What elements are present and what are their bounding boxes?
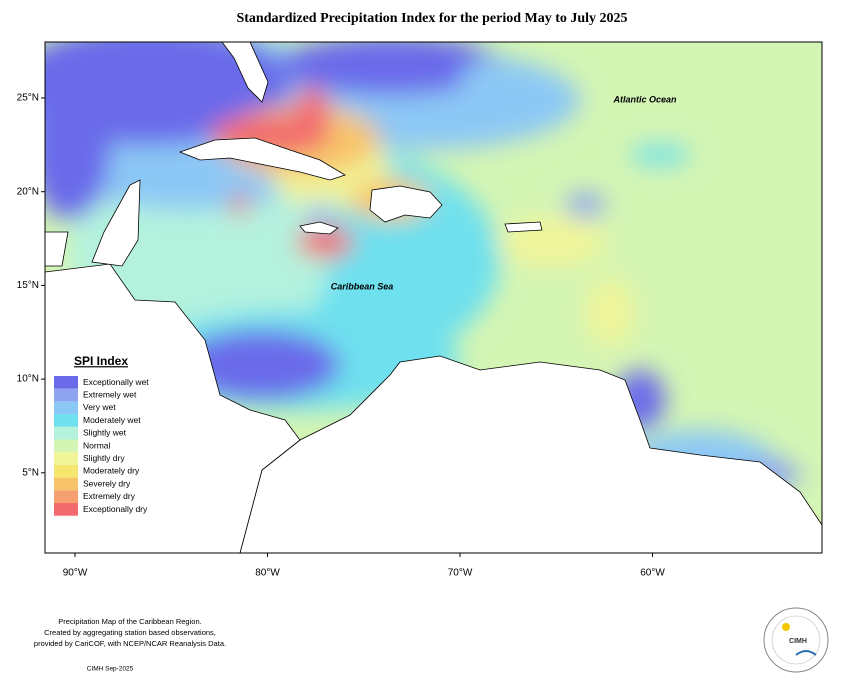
spi-region — [565, 193, 605, 217]
legend-swatch — [54, 388, 78, 402]
logo-text: CIMH — [789, 638, 807, 645]
spi-region — [294, 87, 330, 137]
legend-label: Extremely dry — [83, 491, 136, 501]
logo-ring — [763, 607, 829, 673]
legend-swatch — [54, 490, 78, 503]
spi-region — [460, 60, 520, 100]
lat-label: 20°N — [17, 186, 39, 197]
footnote: Created by aggregating station based obs… — [44, 628, 216, 637]
legend-label: Moderately dry — [83, 466, 140, 476]
spi-region — [630, 145, 690, 165]
logo: CIMH — [763, 607, 829, 673]
logo-sun — [782, 623, 790, 631]
legend-label: Exceptionally wet — [83, 377, 149, 387]
legend-swatch — [54, 376, 78, 389]
south-america — [239, 355, 822, 553]
central-america — [45, 263, 301, 553]
legend-label: Extremely wet — [83, 389, 137, 399]
legend-label: Moderately wet — [83, 415, 141, 425]
cuba — [178, 137, 346, 181]
jamaica — [299, 221, 339, 235]
credit: CIMH Sep-2025 — [87, 666, 134, 673]
legend-swatch — [54, 439, 78, 453]
mexico — [45, 231, 69, 267]
legend-label: Severely dry — [83, 478, 131, 488]
yucatan — [91, 179, 141, 267]
spi-region — [45, 80, 110, 220]
lat-label: 25°N — [17, 93, 39, 104]
legend-swatch — [54, 464, 78, 478]
lon-label: 90°W — [63, 568, 88, 579]
lon-label: 80°W — [255, 568, 280, 579]
land — [45, 42, 822, 553]
lat-label: 15°N — [17, 280, 39, 291]
map-frame — [44, 41, 823, 554]
legend-swatch — [54, 452, 78, 465]
spi-region — [230, 195, 250, 215]
legend-swatch — [54, 426, 78, 440]
logo-wave — [795, 650, 817, 656]
legend-swatch — [54, 414, 78, 427]
lat-label: 10°N — [17, 374, 39, 385]
footnote: Precipitation Map of the Caribbean Regio… — [58, 617, 201, 626]
axes: 25°N 20°N 15°N 10°N 5°N 90°W 80°W 70°W 60°W — [17, 93, 666, 579]
legend-label: Very wet — [83, 402, 116, 412]
logo-inner — [771, 615, 821, 665]
hispaniola — [369, 185, 443, 223]
ocean-label: Caribbean Sea — [331, 281, 394, 291]
spi-region — [180, 330, 340, 400]
legend-swatch — [54, 401, 78, 415]
legend-swatch — [54, 477, 78, 491]
legend-label: Slightly wet — [83, 428, 127, 438]
florida — [221, 42, 269, 103]
legend-label: Slightly dry — [83, 453, 125, 463]
lon-label: 60°W — [640, 568, 665, 579]
map: Atlantic Ocean Caribbean Sea — [45, 42, 822, 553]
title: Standardized Precipitation Index for the… — [236, 11, 627, 26]
legend-label: Exceptionally dry — [83, 504, 148, 514]
lon-label: 70°W — [448, 568, 473, 579]
legend-title: SPI Index — [74, 354, 128, 368]
spi-region — [280, 42, 500, 95]
footnote: provided by CariCOF, with NCEP/NCAR Rean… — [34, 639, 226, 648]
spi-region — [306, 201, 334, 229]
legend-swatch — [54, 503, 78, 516]
legend: SPI Index Exceptionally wet Extremely wet… — [54, 354, 149, 516]
ocean-label: Atlantic Ocean — [612, 94, 677, 104]
spi-region — [585, 277, 635, 347]
legend-label: Normal — [83, 440, 111, 450]
spi-region — [297, 226, 353, 258]
puerto-rico — [504, 221, 543, 233]
spi-region — [45, 42, 290, 145]
lat-label: 5°N — [22, 467, 39, 478]
